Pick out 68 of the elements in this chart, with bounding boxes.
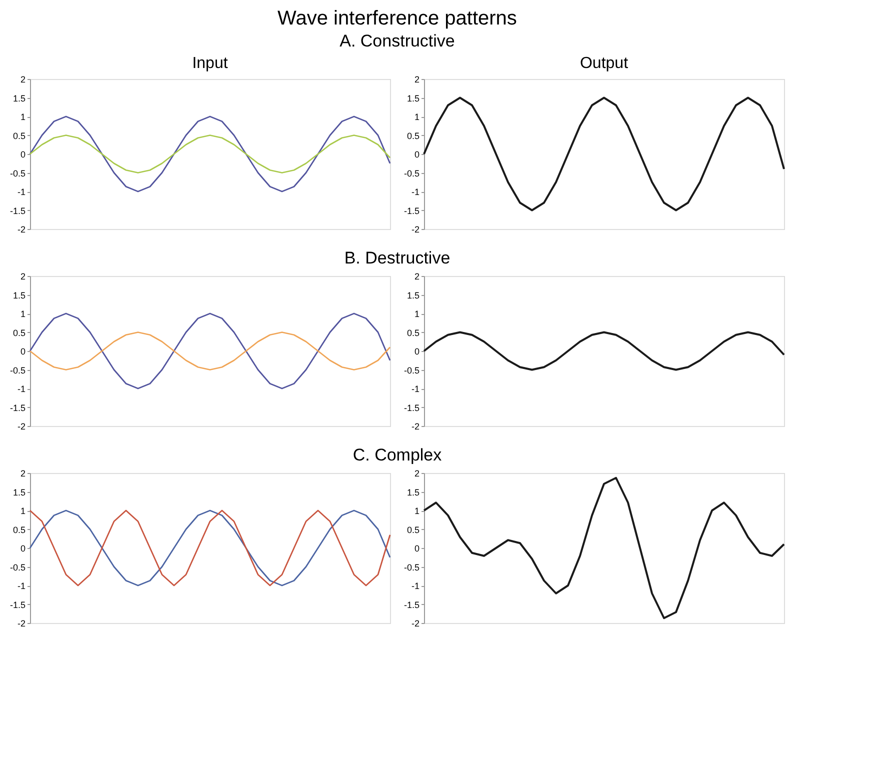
y-tick-label: -0.5 (404, 562, 420, 572)
y-tick-label: 2 (414, 272, 420, 282)
y-tick-label: 0 (20, 544, 26, 554)
y-tick-label: -0.5 (404, 365, 420, 376)
y-tick-label: 1 (414, 309, 420, 319)
y-tick-label: -0.5 (404, 168, 420, 178)
y-tick-label: 2 (414, 74, 420, 84)
y-tick-label: 0.5 (12, 130, 26, 141)
y-tick-label: 0 (20, 150, 26, 160)
y-tick-label: 1 (20, 309, 26, 319)
y-tick-label: 2 (414, 468, 420, 478)
y-tick-label: 1.5 (12, 487, 26, 498)
y-tick-label: 0.5 (12, 524, 26, 535)
y-tick-label: 0.5 (406, 130, 420, 141)
y-tick-label: -1 (411, 187, 420, 197)
line-series (29, 510, 391, 586)
y-tick-label: 1 (414, 506, 420, 516)
y-tick-label: 1.5 (12, 93, 26, 104)
text: B. Destructive (344, 248, 450, 268)
y-tick-label: -1 (411, 581, 420, 591)
y-tick-label: 1 (20, 112, 26, 122)
y-tick-label: 1.5 (406, 487, 420, 498)
y-tick-label: 1.5 (406, 290, 420, 300)
y-tick-label: 0 (414, 150, 420, 160)
y-tick-label: -1.5 (404, 402, 420, 413)
y-tick-label: 1 (20, 506, 26, 516)
y-tick-label: -0.5 (10, 562, 26, 572)
text: A. Constructive (340, 32, 455, 50)
line-series (423, 96, 785, 212)
y-tick-label: -2 (411, 224, 420, 234)
text: C. Complex (352, 446, 442, 464)
y-tick-label: 1.5 (12, 290, 26, 300)
y-tick-label: -2 (411, 422, 420, 432)
y-tick-label: -1.5 (404, 600, 420, 610)
y-tick-label: -1 (17, 384, 26, 394)
y-tick-label: 0.5 (406, 328, 420, 338)
y-tick-label: -2 (17, 224, 26, 234)
line-series (423, 331, 785, 371)
y-tick-label: 0 (20, 346, 26, 356)
line-series (29, 116, 391, 192)
y-tick-label: -1 (411, 384, 420, 394)
y-tick-label: -2 (17, 422, 26, 432)
y-tick-label: 0.5 (406, 524, 420, 535)
y-tick-label: 2 (20, 468, 26, 478)
chart-title: Output (580, 55, 629, 72)
y-tick-label: 0 (414, 346, 420, 356)
y-tick-label: 1.5 (406, 93, 420, 104)
y-tick-label: -1.5 (10, 206, 26, 216)
text: Wave interference patterns (278, 8, 517, 30)
line-series (29, 134, 391, 174)
y-tick-label: -0.5 (10, 365, 26, 376)
line-series (29, 332, 391, 370)
y-tick-label: -0.5 (10, 168, 26, 178)
y-tick-label: 2 (20, 272, 26, 282)
y-tick-label: -1.5 (10, 402, 26, 413)
y-tick-label: -1.5 (404, 206, 420, 216)
line-series (423, 476, 785, 620)
y-tick-label: 0 (414, 544, 420, 554)
y-tick-label: -2 (17, 618, 26, 628)
y-tick-label: 1 (414, 112, 420, 122)
y-tick-label: 2 (20, 74, 26, 84)
y-tick-label: 0.5 (12, 328, 26, 338)
y-tick-label: -1 (17, 581, 26, 591)
y-tick-label: -1.5 (10, 600, 26, 610)
line-series (29, 312, 391, 390)
y-tick-label: -2 (411, 618, 420, 628)
y-tick-label: -1 (17, 187, 26, 197)
chart-title: Input (192, 55, 228, 72)
